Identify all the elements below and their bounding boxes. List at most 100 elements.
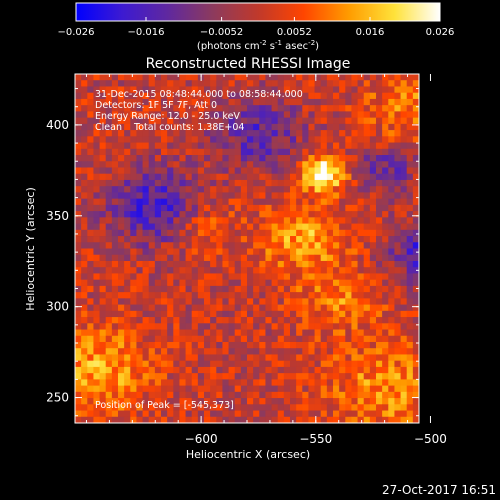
heatmap-cell (351, 130, 358, 137)
heatmap-cell (382, 236, 389, 243)
heatmap-cell (185, 379, 193, 387)
heatmap-cell (93, 379, 100, 387)
heatmap-cell (222, 279, 229, 287)
heatmap-cell (247, 80, 254, 87)
heatmap-cell (283, 260, 291, 268)
heatmap-cell (394, 360, 401, 368)
heatmap-cell (99, 130, 107, 137)
heatmap-cell (376, 86, 383, 94)
heatmap-cell (388, 410, 395, 418)
heatmap-cell (357, 304, 365, 312)
colorbar-tick-label: 0.016 (356, 27, 385, 38)
heatmap-cell (118, 317, 125, 324)
heatmap-cell (216, 404, 223, 411)
heatmap-cell (185, 105, 193, 112)
heatmap-cell (99, 179, 107, 187)
heatmap-cell (99, 279, 107, 287)
heatmap-cell (216, 279, 223, 287)
heatmap-cell (118, 117, 125, 125)
heatmap-cell (412, 348, 419, 355)
heatmap-cell (394, 348, 401, 355)
heatmap-cell (234, 404, 242, 411)
heatmap-cell (388, 379, 395, 387)
heatmap-cell (161, 86, 168, 94)
heatmap-cell (326, 329, 334, 337)
heatmap-cell (191, 142, 199, 150)
heatmap-cell (259, 398, 266, 405)
heatmap-cell (173, 341, 180, 349)
heatmap-cell (406, 80, 414, 87)
heatmap-cell (277, 173, 285, 181)
heatmap-cell (81, 217, 88, 224)
heatmap-cell (271, 323, 279, 330)
heatmap-cell (197, 410, 205, 418)
heatmap-cell (283, 111, 291, 119)
heatmap-cell (290, 317, 297, 324)
heatmap-cell (302, 123, 309, 131)
heatmap-cell (222, 416, 229, 423)
heatmap-cell (351, 167, 358, 175)
heatmap-cell (130, 341, 137, 349)
heatmap-cell (118, 279, 125, 287)
heatmap-cell (308, 373, 315, 380)
heatmap-cell (81, 341, 88, 349)
heatmap-cell (394, 192, 401, 200)
heatmap-cell (161, 379, 168, 387)
heatmap-cell (412, 211, 419, 218)
heatmap-image (75, 74, 419, 423)
heatmap-cell (345, 242, 352, 249)
heatmap-cell (357, 398, 365, 405)
colorbar-tick-label: −0.016 (127, 27, 164, 38)
heatmap-cell (222, 354, 229, 362)
heatmap-cell (333, 86, 340, 94)
heatmap-cell (75, 416, 82, 423)
heatmap-cell (142, 267, 150, 274)
heatmap-cell (339, 304, 346, 312)
heatmap-cell (382, 379, 389, 387)
heatmap-cell (240, 92, 248, 100)
heatmap-cell (345, 304, 352, 312)
heatmap-cell (124, 292, 131, 299)
heatmap-cell (179, 86, 186, 94)
heatmap-cell (351, 105, 358, 112)
heatmap-cell (302, 391, 309, 399)
heatmap-cell (265, 416, 272, 423)
heatmap-cell (320, 366, 328, 374)
heatmap-cell (99, 204, 107, 212)
heatmap-cell (87, 173, 94, 181)
heatmap-cell (376, 192, 383, 200)
heatmap-cell (314, 273, 322, 281)
heatmap-cell (105, 348, 113, 355)
heatmap-cell (320, 341, 328, 349)
heatmap-cell (191, 354, 199, 362)
heatmap-cell (277, 111, 285, 119)
heatmap-cell (308, 310, 315, 318)
heatmap-cell (363, 341, 371, 349)
heatmap-cell (191, 273, 199, 281)
heatmap-cell (351, 404, 358, 411)
heatmap-cell (167, 130, 174, 137)
heatmap-cell (179, 304, 186, 312)
heatmap-cell (216, 155, 223, 162)
heatmap-cell (161, 167, 168, 175)
heatmap-cell (363, 80, 371, 87)
heatmap-cell (130, 242, 137, 249)
heatmap-cell (277, 86, 285, 94)
heatmap-cell (259, 229, 266, 237)
heatmap-cell (228, 98, 236, 106)
heatmap-cell (314, 117, 322, 125)
heatmap-cell (271, 167, 279, 175)
heatmap-cell (210, 373, 217, 380)
heatmap-cell (240, 80, 248, 87)
heatmap-cell (247, 273, 254, 281)
heatmap-cell (75, 279, 82, 287)
heatmap-cell (259, 217, 266, 224)
heatmap-cell (296, 410, 303, 418)
heatmap-cell (283, 404, 291, 411)
heatmap-cell (290, 123, 297, 131)
heatmap-cell (247, 167, 254, 175)
heatmap-cell (136, 267, 143, 274)
heatmap-cell (210, 354, 217, 362)
heatmap-cell (118, 285, 125, 293)
heatmap-cell (124, 123, 131, 131)
